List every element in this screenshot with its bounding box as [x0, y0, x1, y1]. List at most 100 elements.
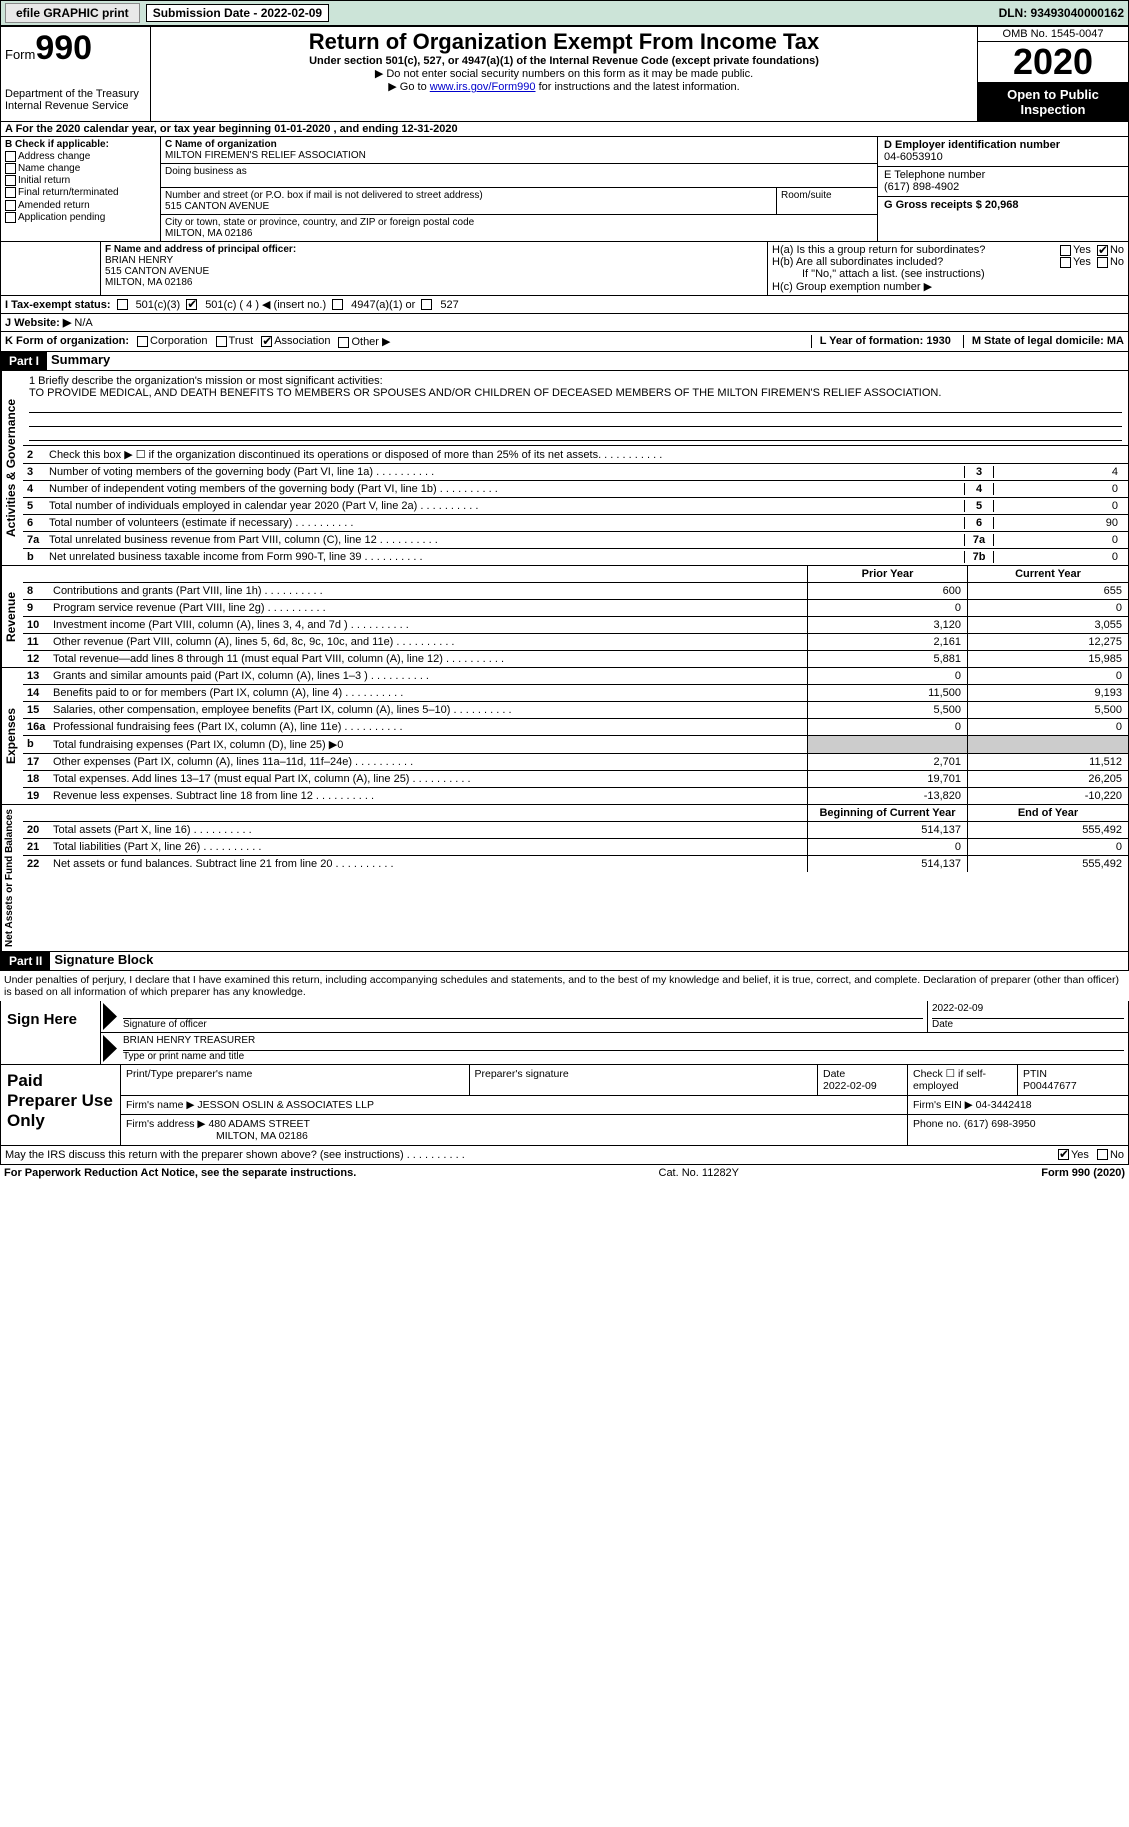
- form-number: 990: [35, 29, 92, 67]
- vert-revenue: Revenue: [1, 566, 23, 667]
- fin-line: 11Other revenue (Part VIII, column (A), …: [23, 634, 1128, 651]
- fin-line: 9Program service revenue (Part VIII, lin…: [23, 600, 1128, 617]
- box-g: G Gross receipts $ 20,968: [878, 197, 1128, 227]
- fin-line: 10Investment income (Part VIII, column (…: [23, 617, 1128, 634]
- box-b-title: B Check if applicable:: [5, 139, 156, 150]
- fin-line: 8Contributions and grants (Part VIII, li…: [23, 583, 1128, 600]
- cb-501c[interactable]: [186, 299, 197, 310]
- cb-assoc[interactable]: [261, 336, 272, 347]
- website-value: N/A: [74, 317, 92, 329]
- sig-officer-label: Signature of officer: [123, 1019, 207, 1030]
- cb-discuss-yes[interactable]: [1058, 1149, 1069, 1160]
- vert-expenses: Expenses: [1, 668, 23, 804]
- blank-line: [29, 399, 1122, 413]
- cb-ha-yes[interactable]: [1060, 245, 1071, 256]
- box-h: H(a) Is this a group return for subordin…: [768, 242, 1128, 295]
- submission-date: Submission Date - 2022-02-09: [146, 4, 329, 22]
- form-subtitle: Under section 501(c), 527, or 4947(a)(1)…: [157, 55, 971, 67]
- gross-receipts: G Gross receipts $ 20,968: [884, 199, 1122, 211]
- cb-amended[interactable]: Amended return: [5, 200, 156, 211]
- city-row: City or town, state or province, country…: [161, 215, 877, 241]
- vert-netassets: Net Assets or Fund Balances: [1, 805, 23, 951]
- hb-note: If "No," attach a list. (see instruction…: [772, 268, 1124, 280]
- fin-line: 15Salaries, other compensation, employee…: [23, 702, 1128, 719]
- officer-group-section: F Name and address of principal officer:…: [0, 242, 1129, 296]
- dba-row: Doing business as: [161, 164, 877, 188]
- cb-trust[interactable]: [216, 336, 227, 347]
- cb-hb-yes[interactable]: [1060, 257, 1071, 268]
- cb-initial-return[interactable]: Initial return: [5, 175, 156, 186]
- cb-other[interactable]: [338, 337, 349, 348]
- firm-addr: 480 ADAMS STREET: [208, 1118, 310, 1130]
- street-address: 515 CANTON AVENUE: [165, 201, 772, 212]
- cb-501c3[interactable]: [117, 299, 128, 310]
- note-ssn: ▶ Do not enter social security numbers o…: [157, 67, 971, 80]
- cb-ha-no[interactable]: [1097, 245, 1108, 256]
- gov-line: 7aTotal unrelated business revenue from …: [23, 532, 1128, 549]
- mission-text: TO PROVIDE MEDICAL, AND DEATH BENEFITS T…: [29, 387, 1122, 399]
- ptin: P00447677: [1023, 1080, 1077, 1092]
- form-ref: Form 990 (2020): [1041, 1167, 1125, 1179]
- expenses-block: Expenses 13Grants and similar amounts pa…: [0, 668, 1129, 805]
- blank-line: [29, 427, 1122, 441]
- self-employed-check[interactable]: Check ☐ if self-employed: [908, 1065, 1018, 1095]
- telephone: (617) 898-4902: [884, 181, 1122, 193]
- gov-line: bNet unrelated business taxable income f…: [23, 549, 1128, 565]
- row-k-org-form: K Form of organization: Corporation Trus…: [0, 332, 1129, 352]
- firm-ein: 04-3442418: [976, 1099, 1032, 1111]
- officer-name-title: BRIAN HENRY TREASURER: [123, 1035, 1124, 1051]
- cb-name-change[interactable]: Name change: [5, 163, 156, 174]
- gov-line: 6Total number of volunteers (estimate if…: [23, 515, 1128, 532]
- irs-link[interactable]: www.irs.gov/Form990: [430, 81, 536, 93]
- room-suite: Room/suite: [777, 188, 877, 214]
- form-year-block: OMB No. 1545-0047 2020 Open to Public In…: [978, 27, 1128, 121]
- top-bar: efile GRAPHIC print Submission Date - 20…: [0, 0, 1129, 26]
- year-formation: L Year of formation: 1930: [811, 335, 951, 348]
- sign-here-block: Sign Here Signature of officer 2022-02-0…: [0, 1001, 1129, 1065]
- mission-label: 1 Briefly describe the organization's mi…: [29, 375, 1122, 387]
- officer-name: BRIAN HENRY: [105, 255, 763, 266]
- firm-name: JESSON OSLIN & ASSOCIATES LLP: [197, 1099, 374, 1111]
- form-word: Form: [5, 47, 35, 62]
- fin-line: bTotal fundraising expenses (Part IX, co…: [23, 736, 1128, 754]
- cb-corp[interactable]: [137, 336, 148, 347]
- paid-preparer-label: Paid Preparer Use Only: [1, 1065, 121, 1145]
- fin-line: 16aProfessional fundraising fees (Part I…: [23, 719, 1128, 736]
- cb-hb-no[interactable]: [1097, 257, 1108, 268]
- fin-line: 22Net assets or fund balances. Subtract …: [23, 856, 1128, 872]
- cb-address-change[interactable]: Address change: [5, 151, 156, 162]
- paid-preparer-block: Paid Preparer Use Only Print/Type prepar…: [0, 1065, 1129, 1146]
- gov-line: 5Total number of individuals employed in…: [23, 498, 1128, 515]
- fin-line: 14Benefits paid to or for members (Part …: [23, 685, 1128, 702]
- row-a-tax-year: A For the 2020 calendar year, or tax yea…: [0, 122, 1129, 137]
- state-domicile: M State of legal domicile: MA: [963, 335, 1124, 348]
- omb-number: OMB No. 1545-0047: [978, 27, 1128, 42]
- revenue-block: Revenue Prior Year Current Year 8Contrib…: [0, 566, 1129, 668]
- fin-line: 13Grants and similar amounts paid (Part …: [23, 668, 1128, 685]
- right-info: D Employer identification number 04-6053…: [878, 137, 1128, 241]
- box-b: B Check if applicable: Address change Na…: [1, 137, 161, 241]
- open-public: Open to Public Inspection: [978, 83, 1128, 121]
- city-state-zip: MILTON, MA 02186: [165, 228, 873, 239]
- cb-application-pending[interactable]: Application pending: [5, 212, 156, 223]
- ein: 04-6053910: [884, 151, 1122, 163]
- blank: [23, 805, 808, 821]
- gov-line: 2Check this box ▶ ☐ if the organization …: [23, 446, 1128, 464]
- box-d: D Employer identification number 04-6053…: [878, 137, 1128, 167]
- cb-4947[interactable]: [332, 299, 343, 310]
- cb-discuss-no[interactable]: [1097, 1149, 1108, 1160]
- current-year-header: Current Year: [968, 566, 1128, 582]
- fin-line: 12Total revenue—add lines 8 through 11 (…: [23, 651, 1128, 667]
- part1-header: Part I Summary: [0, 352, 1129, 371]
- box-c: C Name of organization MILTON FIREMEN'S …: [161, 137, 878, 241]
- row-j-website: J Website: ▶ N/A: [0, 314, 1129, 332]
- cb-527[interactable]: [421, 299, 432, 310]
- arrow-icon: [103, 1035, 117, 1062]
- fin-line: 18Total expenses. Add lines 13–17 (must …: [23, 771, 1128, 788]
- governance-block: Activities & Governance 1 Briefly descri…: [0, 371, 1129, 566]
- cb-final-return[interactable]: Final return/terminated: [5, 187, 156, 198]
- vert-governance: Activities & Governance: [1, 371, 23, 565]
- efile-btn[interactable]: efile GRAPHIC print: [5, 3, 140, 23]
- prior-year-header: Prior Year: [808, 566, 968, 582]
- form-title: Return of Organization Exempt From Incom…: [157, 29, 971, 55]
